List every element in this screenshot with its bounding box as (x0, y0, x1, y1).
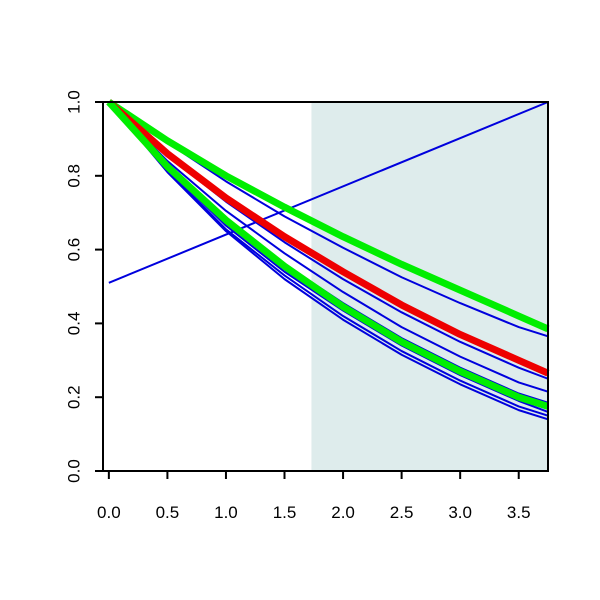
series-line-10 (106, 99, 550, 377)
x-tick-label: 0.5 (156, 503, 180, 522)
y-tick-label: 0.2 (64, 385, 83, 409)
y-tick-label: 0.0 (64, 459, 83, 483)
shaded-region (311, 102, 548, 471)
series-line-7 (108, 101, 549, 417)
x-tick-label: 2.0 (331, 503, 355, 522)
y-tick-label: 0.8 (64, 164, 83, 188)
x-tick-label: 1.0 (214, 503, 238, 522)
x-tick-label: 3.5 (507, 503, 531, 522)
x-tick-label: 2.5 (390, 503, 414, 522)
y-axis: 0.0 0.2 0.4 0.6 0.8 1.0 (64, 90, 103, 483)
series-line-11 (106, 99, 550, 410)
series-line-9 (106, 99, 550, 333)
plot-frame (102, 101, 549, 472)
x-tick-label: 3.0 (448, 503, 472, 522)
series-line-4 (108, 101, 549, 393)
y-tick-label: 0.4 (64, 312, 83, 336)
y-tick-label: 1.0 (64, 90, 83, 114)
series-line-8 (108, 101, 549, 421)
x-tick-label: 1.5 (273, 503, 297, 522)
x-tick-label: 0.0 (97, 503, 121, 522)
x-axis: 0.0 0.5 1.0 1.5 2.0 2.5 3.0 3.5 (97, 471, 531, 522)
y-tick-label: 0.6 (64, 238, 83, 262)
series-line-1 (108, 101, 549, 284)
series-group (106, 99, 550, 421)
